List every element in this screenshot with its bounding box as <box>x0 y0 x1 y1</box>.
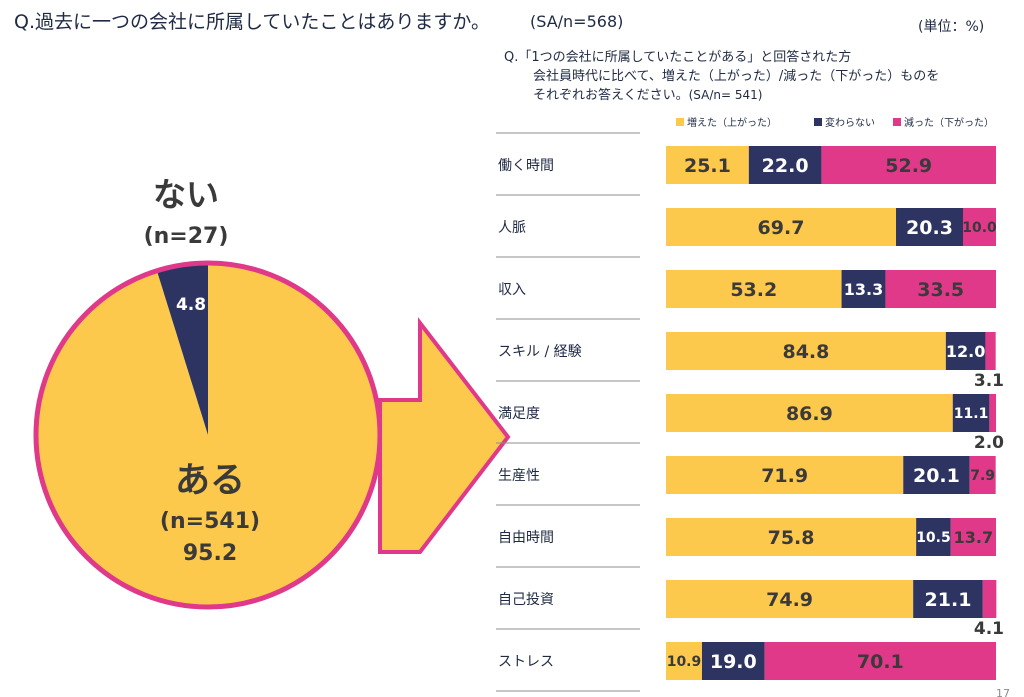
bar-value-label: 12.0 <box>946 342 985 361</box>
bar-value-label: 86.9 <box>786 403 833 425</box>
bar-value-label: 25.1 <box>684 155 731 177</box>
bar-value-label: 20.3 <box>906 217 953 239</box>
legend: 増えた（上がった） 変わらない 減った（下がった） <box>676 116 994 129</box>
pie-slice-nai <box>156 263 208 435</box>
bar-segment <box>916 518 951 556</box>
left-sample-size: (SA/n=568) <box>530 12 624 31</box>
right-question-line3-text: それぞれお答えください。 <box>533 88 689 103</box>
bar-value-label-outside: 4.1 <box>974 619 1004 639</box>
arrow-shape <box>378 317 511 554</box>
bar-segment <box>903 456 970 494</box>
right-question-line3: それぞれお答えください。(SA/n= 541) <box>504 86 1019 105</box>
category-label: 自由時間 <box>498 530 554 546</box>
bar-segment <box>666 456 904 494</box>
bar-segment <box>896 208 963 246</box>
bar-segment <box>821 146 996 184</box>
bar-segment <box>969 456 996 494</box>
legend-swatch-0 <box>676 118 684 126</box>
legend-swatch-2 <box>893 118 901 126</box>
bar-segment <box>952 394 990 432</box>
bar-segment <box>666 580 914 618</box>
pie-slice-aru <box>36 263 381 607</box>
bar-segment <box>666 518 917 556</box>
bar-value-label: 22.0 <box>762 155 809 177</box>
bar-value-label: 19.0 <box>710 651 757 673</box>
bar-value-label: 70.1 <box>857 651 904 673</box>
bar-segment <box>913 580 983 618</box>
legend-label-0: 増えた（上がった） <box>687 116 777 129</box>
bar-segment <box>885 270 996 308</box>
left-question: Q.過去に一つの会社に所属していたことはありますか。 <box>14 11 491 33</box>
bar-segment <box>989 394 996 432</box>
category-label: 人脈 <box>498 220 526 236</box>
pie-n-aru: (n=541) <box>160 509 260 534</box>
bar-segment <box>666 270 842 308</box>
bar-value-label-outside: 3.1 <box>974 371 1004 391</box>
page-number: 17 <box>996 687 1010 697</box>
legend-label-2: 減った（下がった） <box>904 116 994 129</box>
pie-n-nai: (n=27) <box>144 224 229 249</box>
legend-swatch-1 <box>814 118 822 126</box>
bar-value-label: 75.8 <box>768 527 815 549</box>
bar-value-label: 13.7 <box>954 528 993 547</box>
unit-label: (単位：%) <box>918 19 985 35</box>
bar-segment <box>666 208 897 246</box>
bar-segment <box>841 270 886 308</box>
bar-value-label: 10.5 <box>916 530 951 546</box>
bar-segment <box>701 642 765 680</box>
bar-value-label: 20.1 <box>913 465 960 487</box>
bar-segment <box>666 642 702 680</box>
pie-label-aru: ある <box>175 461 245 501</box>
bar-segment <box>764 642 996 680</box>
bar-value-label: 33.5 <box>917 279 964 301</box>
bar-value-label: 10.9 <box>667 654 702 670</box>
bar-segment <box>666 146 749 184</box>
bar-value-label: 13.3 <box>844 280 883 299</box>
bar-value-label-outside: 2.0 <box>974 433 1004 453</box>
bar-value-label: 74.9 <box>766 589 813 611</box>
stacked-bar-chart: 働く時間 25.1 22.0 52.9 人脈 69.7 20.3 10.0 収入 53.2 13.3… <box>496 132 1004 692</box>
bar-value-label: 69.7 <box>758 217 805 239</box>
pie-value-aru: 95.2 <box>183 541 237 566</box>
bar-segment <box>748 146 822 184</box>
bar-segment <box>963 208 996 246</box>
category-label: 自己投資 <box>498 592 554 608</box>
right-question-sample-size: (SA/n= 541) <box>688 88 763 102</box>
bar-value-label: 10.0 <box>962 220 997 236</box>
category-label: スキル / 経験 <box>498 344 582 360</box>
bar-segment <box>982 580 997 618</box>
bar-segment <box>985 332 996 370</box>
right-question-line1: Q.「1つの会社に所属していたことがある」と回答された方 <box>504 50 852 65</box>
legend-label-1: 変わらない <box>825 116 875 129</box>
pie-value-nai: 4.8 <box>176 295 206 315</box>
category-label: 収入 <box>498 282 526 298</box>
bar-value-label: 71.9 <box>761 465 808 487</box>
bar-segment <box>666 332 946 370</box>
bar-value-label: 11.1 <box>954 406 989 422</box>
bar-value-label: 84.8 <box>782 341 829 363</box>
right-question: Q.「1つの会社に所属していたことがある」と回答された方 会社員時代に比べて、増… <box>504 48 1019 105</box>
right-question-line2: 会社員時代に比べて、増えた（上がった）/減った（下がった）ものを <box>533 69 940 84</box>
bar-segment <box>950 518 996 556</box>
category-label: 働く時間 <box>498 158 554 174</box>
bar-segment <box>945 332 986 370</box>
category-label: 生産性 <box>498 468 540 484</box>
bar-value-label: 21.1 <box>925 589 972 611</box>
bar-value-label: 7.9 <box>970 468 995 484</box>
bar-segment <box>666 394 953 432</box>
bar-value-label: 52.9 <box>885 155 932 177</box>
bar-value-label: 53.2 <box>730 279 777 301</box>
category-label: 満足度 <box>498 406 540 422</box>
pie-label-nai: ない <box>153 175 219 214</box>
pie-chart: 4.8 ない (n=27) ある (n=541) 95.2 <box>33 175 383 610</box>
category-label: ストレス <box>498 654 554 670</box>
